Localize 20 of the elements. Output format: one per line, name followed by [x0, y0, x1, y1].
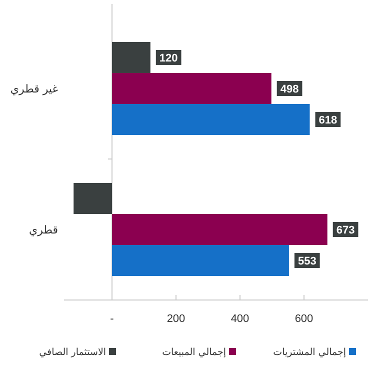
x-tick-label: 200 — [166, 313, 186, 325]
legend-label: إجمالي المبيعات — [162, 347, 226, 358]
data-label: 618 — [314, 111, 342, 128]
data-label: 498 — [276, 80, 304, 97]
y-tick-label: غير قطري — [10, 82, 58, 96]
legend-label: الاستثمار الصافي — [39, 347, 106, 358]
data-label: 553 — [298, 256, 316, 268]
data-label: 618 — [318, 114, 338, 127]
data-label: 553 — [293, 252, 321, 270]
data-label: 498 — [280, 84, 299, 96]
legend: الاستثمار الصافي إجمالي المبيعات إجمالي المشتريات — [39, 347, 356, 358]
x-tick-label: 600 — [294, 313, 314, 325]
x-tick-label: 400 — [230, 313, 250, 325]
data-label: 673 — [336, 224, 355, 236]
legend-label: إجمالي المشتريات — [273, 347, 346, 358]
data-label: 120 — [154, 48, 182, 66]
data-label: 120 — [159, 52, 178, 64]
x-tick-label: - — [110, 313, 114, 325]
y-tick-label: قطري — [29, 224, 58, 236]
data-label: 673 — [332, 221, 360, 238]
